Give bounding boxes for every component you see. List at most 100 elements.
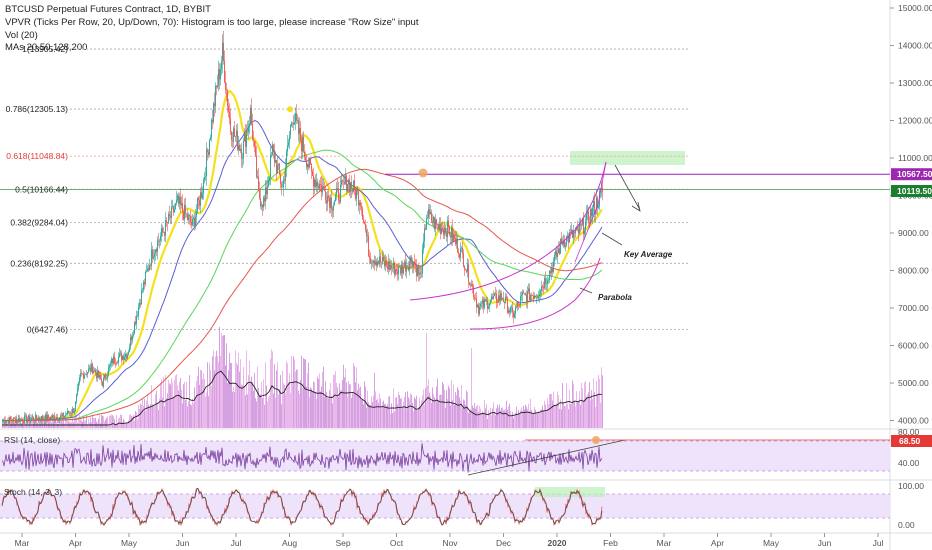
- volume-bar: [99, 415, 100, 428]
- candle-body: [428, 209, 429, 218]
- volume-bar: [505, 408, 506, 428]
- volume-bar: [209, 362, 210, 428]
- volume-bar: [601, 367, 602, 428]
- candle-body: [60, 415, 61, 418]
- volume-bar: [6, 423, 7, 428]
- volume-bar: [289, 373, 290, 428]
- candle-body: [39, 417, 40, 420]
- volume-bar: [278, 394, 279, 428]
- volume-bar: [437, 378, 438, 428]
- volume-bar: [107, 416, 108, 428]
- volume-bar: [49, 419, 50, 428]
- candle-body: [178, 195, 179, 204]
- candle-body: [591, 209, 592, 217]
- candle-body: [138, 306, 139, 316]
- volume-bar: [404, 397, 405, 428]
- volume-bar: [224, 335, 225, 428]
- volume-bar: [163, 376, 164, 428]
- volume-bar: [439, 394, 440, 428]
- candle-body: [3, 419, 4, 421]
- moving-average-line: [2, 168, 603, 421]
- candle-body: [54, 416, 55, 421]
- candle-body: [371, 262, 372, 263]
- volume-bar: [90, 417, 91, 428]
- volume-bar: [555, 404, 556, 428]
- candle-body: [427, 217, 428, 218]
- candle-body: [67, 410, 68, 415]
- candle-body: [456, 238, 457, 245]
- candle-body: [385, 260, 386, 267]
- volume-bar: [332, 403, 333, 428]
- volume-bar: [255, 398, 256, 428]
- rsi-line: [1, 443, 603, 473]
- candle-body: [537, 296, 538, 298]
- volume-bar: [510, 410, 511, 428]
- candle-body: [406, 265, 407, 272]
- volume-bar: [312, 391, 313, 428]
- fib-label: 0.618(11048.84): [6, 151, 68, 161]
- axis-layer: 15000.00 14000.00 13000.00 12000.00 11000.00…: [15, 3, 932, 548]
- volume-bar: [596, 380, 597, 428]
- candle-body: [55, 419, 56, 421]
- candle-body: [426, 217, 427, 230]
- candle-body: [87, 372, 88, 375]
- volume-bar: [172, 382, 173, 428]
- candle-body: [339, 200, 340, 202]
- candle-body: [501, 293, 502, 300]
- time-tick-label: 2020: [548, 538, 567, 548]
- candle-body: [518, 301, 519, 304]
- volume-bar: [458, 389, 459, 428]
- candle-body: [177, 195, 178, 200]
- candle-body: [111, 358, 112, 364]
- volume-bar: [459, 397, 460, 428]
- volume-bar: [145, 410, 146, 428]
- volume-bar: [188, 401, 189, 428]
- volume-bar: [147, 394, 148, 428]
- candle-body: [353, 180, 354, 192]
- volume-bar: [299, 394, 300, 428]
- rsi-title: RSI (14, close): [4, 435, 60, 445]
- candle-body: [519, 303, 520, 306]
- volume-bar: [300, 380, 301, 428]
- candle-body: [26, 415, 27, 422]
- volume-bar: [236, 362, 237, 428]
- candle-body: [191, 222, 192, 225]
- volume-bar: [153, 406, 154, 428]
- volume-bar: [242, 385, 243, 428]
- volume-bar: [206, 392, 207, 428]
- volume-bar: [430, 395, 431, 428]
- candle-body: [106, 378, 107, 380]
- candle-body: [338, 188, 339, 201]
- volume-bar: [389, 395, 390, 428]
- candle-body: [120, 352, 121, 354]
- candle-body: [443, 229, 444, 235]
- volume-bar: [192, 398, 193, 428]
- candle-body: [544, 278, 545, 289]
- candle-body: [342, 180, 343, 182]
- volume-bar: [21, 423, 22, 428]
- volume-bar: [360, 386, 361, 428]
- candle-body: [490, 300, 491, 304]
- candle-body: [429, 209, 430, 215]
- volume-bar: [157, 403, 158, 428]
- candle-body: [569, 232, 570, 243]
- candle-body: [4, 419, 5, 424]
- volume-bar: [62, 417, 63, 428]
- candle-body: [474, 296, 475, 299]
- candle-body: [499, 295, 500, 301]
- volume-bar: [450, 405, 451, 428]
- volume-bar: [65, 419, 66, 428]
- candle-body: [41, 415, 42, 421]
- volume-bar: [183, 384, 184, 428]
- volume-bar: [322, 372, 323, 428]
- candle-body: [424, 228, 425, 242]
- volume-bar: [26, 419, 27, 428]
- volume-bar: [115, 423, 116, 428]
- volume-bar: [245, 395, 246, 428]
- candle-body: [587, 211, 588, 214]
- volume-bar: [470, 409, 471, 428]
- volume-bar: [466, 390, 467, 428]
- candle-body: [570, 232, 571, 233]
- volume-bar: [452, 400, 453, 428]
